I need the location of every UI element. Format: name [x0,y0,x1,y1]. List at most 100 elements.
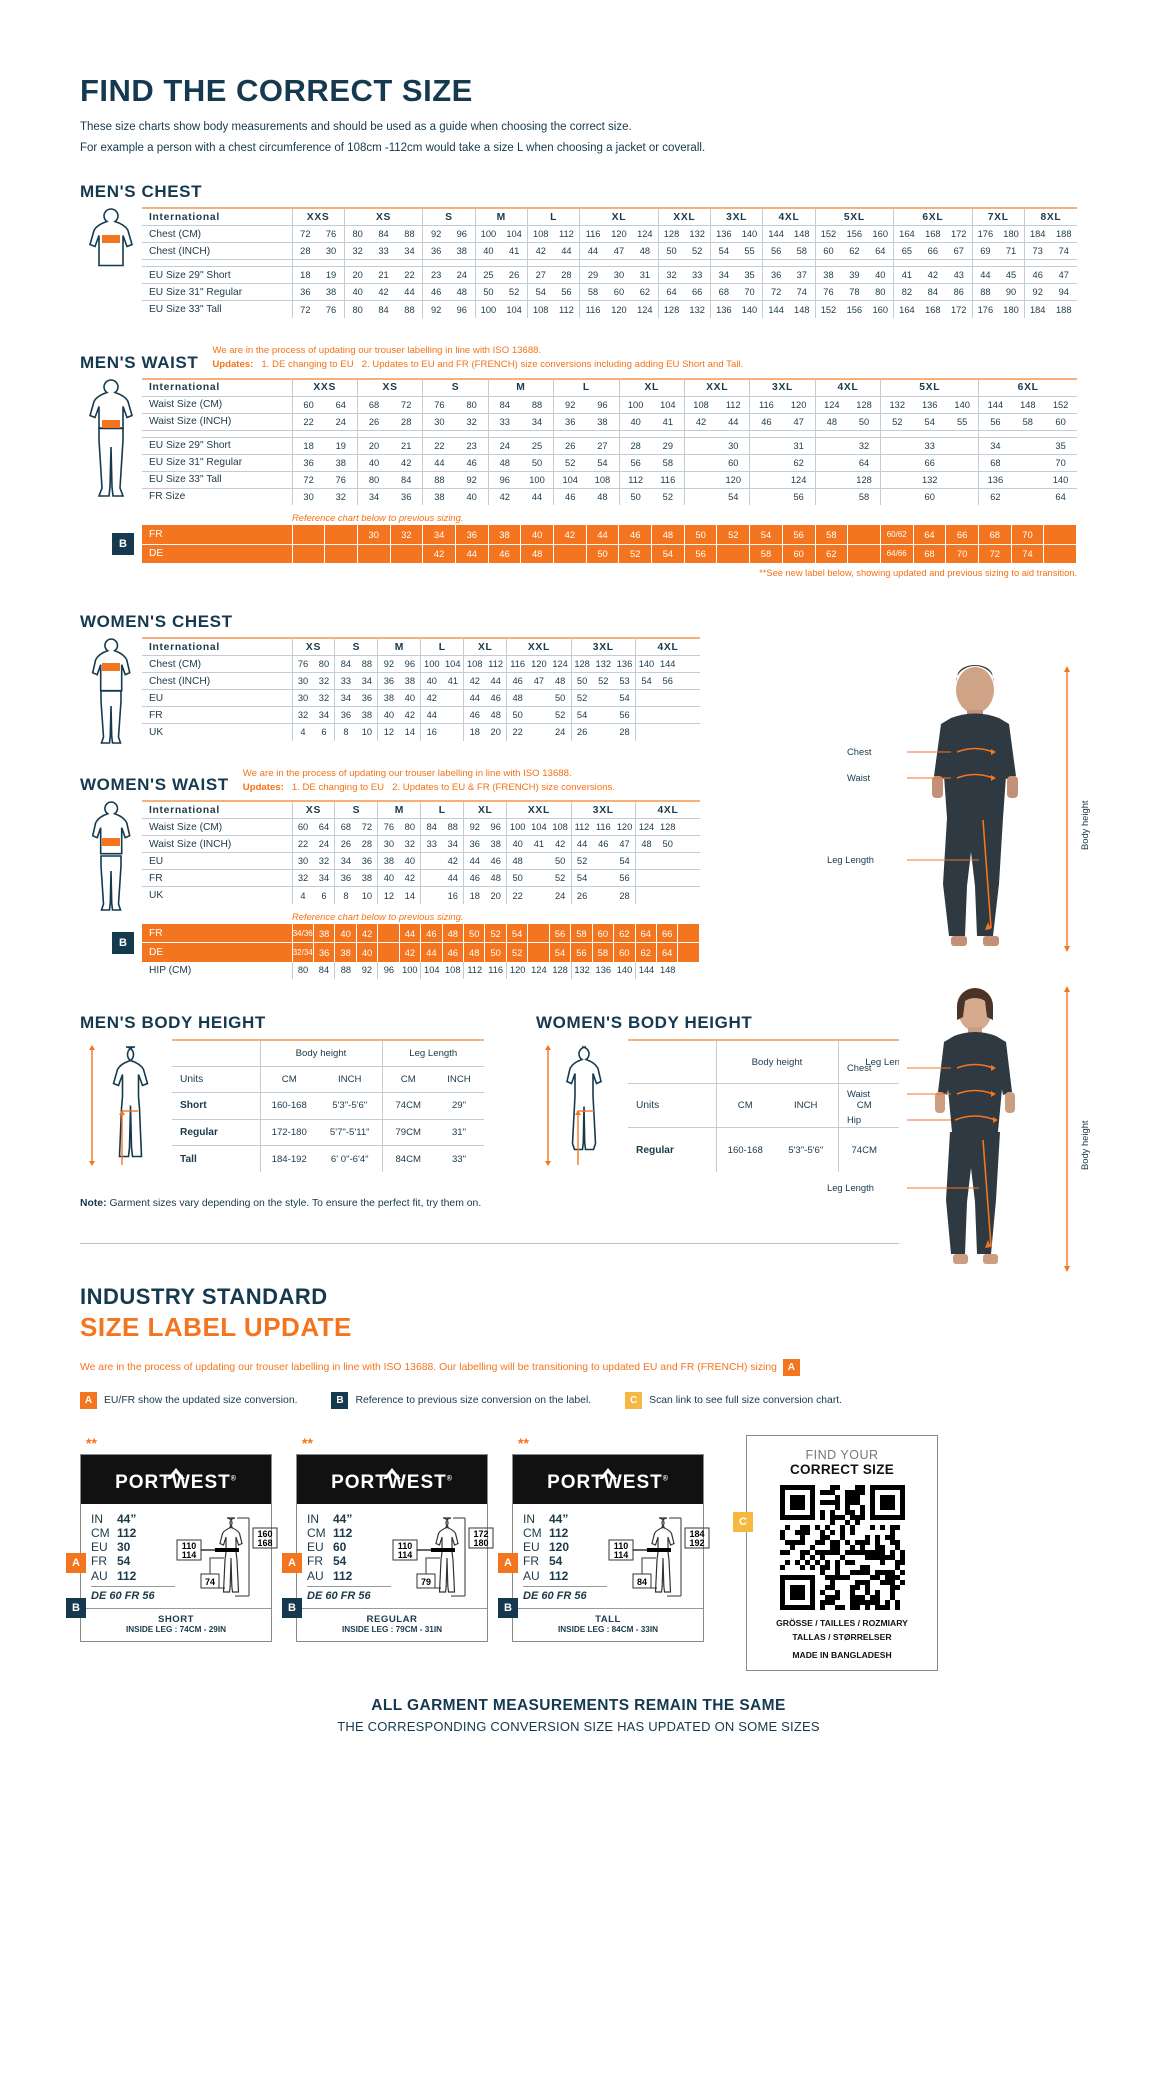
portwest-logo-icon [599,1467,617,1479]
cell: 50 [684,525,718,545]
size-group-xxs: XXS [291,377,358,397]
cell: 50 [847,413,881,431]
cell: 112 [463,961,486,979]
cell: 54 [728,491,739,502]
row-label: Chest (INCH) [142,242,292,261]
cell: 80 [313,655,335,674]
portwest-logo-icon [167,1467,185,1479]
col-group-body-height: Body height [715,1038,838,1085]
cell: 64 [635,923,657,944]
cell: 34 [334,852,357,871]
cell: 168 [919,225,946,244]
label-size-row: EU 120 [523,1540,607,1554]
cell: 68 [709,283,737,302]
cell: 52 [549,869,572,888]
qr-title-top: FIND YOUR [805,1447,879,1462]
cell [420,852,443,871]
cell: 46 [485,852,507,871]
cell: 50 [506,706,529,725]
cell: 124 [637,304,653,315]
cell: 56 [684,544,718,564]
cell: 46 [455,454,489,472]
cell: 136 [709,300,737,318]
cell: 42 [422,544,456,564]
cell: 136 [913,396,947,414]
label-inside-leg: INSIDE LEG : 79CM - 31IN [341,1624,443,1634]
table-header-row: International XXS XS S M L XL XXL 3XL 4XL 5XL 6XL 7X… [142,207,1077,227]
cell: 34 [356,488,391,506]
label-size-key: AU [307,1568,324,1583]
cell: 56 [656,672,679,691]
cell: 44 [717,413,750,431]
cell: 136 [614,655,636,674]
cell: 148 [1011,396,1045,414]
svg-text:168: 168 [257,1538,272,1548]
cell: 52 [592,672,615,691]
cell: 42 [487,488,521,506]
cell: 46 [463,706,486,725]
womens-chest-figure-icon [80,637,142,744]
size-group-7xl: 7XL [971,207,1025,227]
row-label: FR [142,869,292,888]
cell: 60/62 [880,525,914,545]
cell: 24 [554,727,566,738]
cell: 40 [356,454,391,472]
cell [683,488,718,506]
cell: 46 [1023,266,1051,285]
size-group-xs: XS [291,637,335,657]
cell [847,544,881,564]
cell: 44 [586,525,620,545]
table-row: EU Size 33" Tall 72 76 80 84 88 92 96 100 104 108 1… [142,471,1077,489]
qr-languages-line-1: GRÖSSE / TAILLES / ROZMIARY [776,1617,908,1628]
cell: 74CM [837,1127,890,1172]
table-row: EU Size 31" Regular 36 38 40 42 44 46 48 50 52 54 5… [142,454,1077,472]
mens-waist-table: International XXS XS S M L XL XXL 3XL 4XL 5XL 6XL Wa… [142,377,1077,506]
cell: 44 [570,835,593,854]
cell: 188 [1056,304,1072,315]
cell: 84CM [381,1145,434,1172]
cell: 72 [291,225,319,244]
cell: 62 [841,242,868,261]
unit-cell: CM [715,1083,774,1129]
cell: 58 [651,454,685,472]
cell: 84 [318,965,330,976]
label-size-list: IN 44” CM 112 EU 120 FR 54 AU 112 [523,1512,607,1583]
cell: 96 [487,471,521,489]
cell: 33 [913,437,947,455]
mens-model-label-waist: Waist [847,772,871,783]
cell: 80 [291,961,314,979]
size-group-xxl: XXL [683,377,750,397]
cell: 21 [370,266,397,285]
cell: 6 [321,890,327,901]
label-size-row: CM 112 [523,1526,607,1540]
svg-text:110: 110 [398,1541,413,1551]
qr-code-icon[interactable] [755,1484,929,1610]
cell [592,706,615,725]
cell: 4 [291,723,314,741]
cell: 38 [356,706,378,725]
cell: 47 [1050,266,1077,285]
label-brand-name: PORTWEST® [115,1471,237,1493]
cell: 52 [484,923,507,944]
row-label: EU [142,689,292,708]
cell: 128 [656,818,679,837]
cell: 100 [618,396,652,414]
cell: 120 [528,655,550,674]
garment-note-text: Garment sizes vary depending on the styl… [106,1197,482,1209]
womens-chest-heading-row: WOMEN'S CHEST [80,612,1077,632]
cell: 31" [434,1119,484,1147]
table-row: EU Size 29" Short 18 19 20 21 22 23 24 25 26 27 28 2… [142,437,1077,455]
cell: 88 [520,396,554,414]
cell: 44 [420,706,443,725]
cell [442,706,464,725]
cell: 29 [579,266,606,285]
key-text-c: Scan link to see full size conversion ch… [649,1394,843,1406]
cell: 80 [343,225,371,244]
cell: 56 [762,242,789,261]
cell: 136 [978,471,1012,489]
womens-body-height-title: WOMEN'S BODY HEIGHT [536,1012,753,1032]
qr-card[interactable]: C FIND YOUR CORRECT SIZE GRÖSSE / TAILLES /… [733,1434,938,1672]
label-previous-size-line: DE 60 FR 56 [91,1585,175,1602]
cell: 100 [474,225,502,244]
